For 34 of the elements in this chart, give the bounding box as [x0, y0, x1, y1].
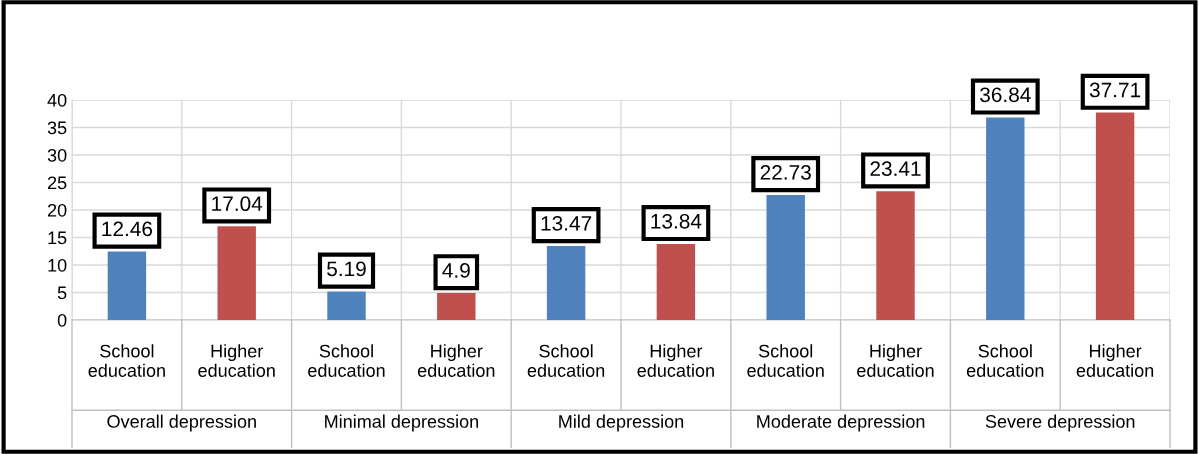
text: Minimal depression	[325, 414, 478, 432]
text: Overall depression	[107, 414, 256, 432]
x-tick-label: School education	[966, 344, 1044, 377]
y-tick-label: 40	[47, 93, 67, 107]
x-tick-label: Higher education	[1076, 344, 1154, 377]
x-tick-label: School education	[747, 344, 824, 377]
x-tick-label: Higher education	[857, 344, 934, 377]
y-tick-label: 0	[57, 313, 67, 327]
data-label: 4.9	[442, 263, 470, 278]
x-tick-label: Higher education	[417, 344, 495, 377]
y-tick-label: 5	[57, 286, 67, 300]
text: Severe depression	[985, 414, 1135, 432]
y-tick-label: 20	[47, 203, 67, 217]
text: Mild depression	[559, 414, 684, 432]
data-label: 17.04	[212, 196, 263, 212]
x-tick-label: Higher education	[637, 344, 714, 377]
data-label: 37.71	[1089, 82, 1141, 98]
y-tick-label: 10	[48, 258, 67, 272]
data-label: 23.41	[870, 161, 921, 177]
x-tick-label: School education	[308, 344, 385, 377]
data-label: 13.47	[541, 215, 592, 231]
data-label: 22.73	[760, 165, 811, 180]
x-tick-label: Higher education	[198, 344, 275, 377]
y-tick-label: 15	[48, 231, 67, 245]
data-label: 13.84	[651, 213, 702, 229]
y-tick-label: 30	[47, 148, 67, 162]
y-tick-label: 25	[47, 176, 67, 190]
data-label: 12.46	[102, 221, 153, 237]
x-tick-label: School education	[88, 344, 165, 377]
data-label: 36.84	[980, 87, 1031, 103]
x-tick-label: School education	[527, 344, 605, 377]
y-tick-label: 35	[47, 121, 67, 135]
text: Moderate depression	[757, 414, 925, 432]
data-label: 5.19	[327, 261, 366, 277]
